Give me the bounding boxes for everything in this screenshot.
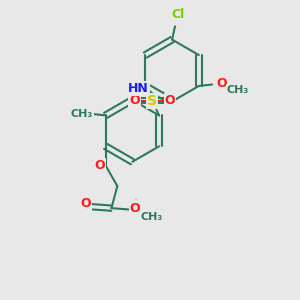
Text: CH₃: CH₃ (71, 109, 93, 119)
Text: HN: HN (128, 82, 149, 95)
Text: CH₃: CH₃ (140, 212, 162, 222)
Text: O: O (129, 94, 140, 107)
Text: O: O (94, 159, 105, 172)
Text: O: O (165, 94, 175, 107)
Text: O: O (130, 202, 140, 215)
Text: S: S (147, 94, 157, 108)
Text: Cl: Cl (171, 8, 184, 21)
Text: O: O (80, 197, 91, 210)
Text: O: O (216, 76, 227, 89)
Text: CH₃: CH₃ (226, 85, 249, 95)
